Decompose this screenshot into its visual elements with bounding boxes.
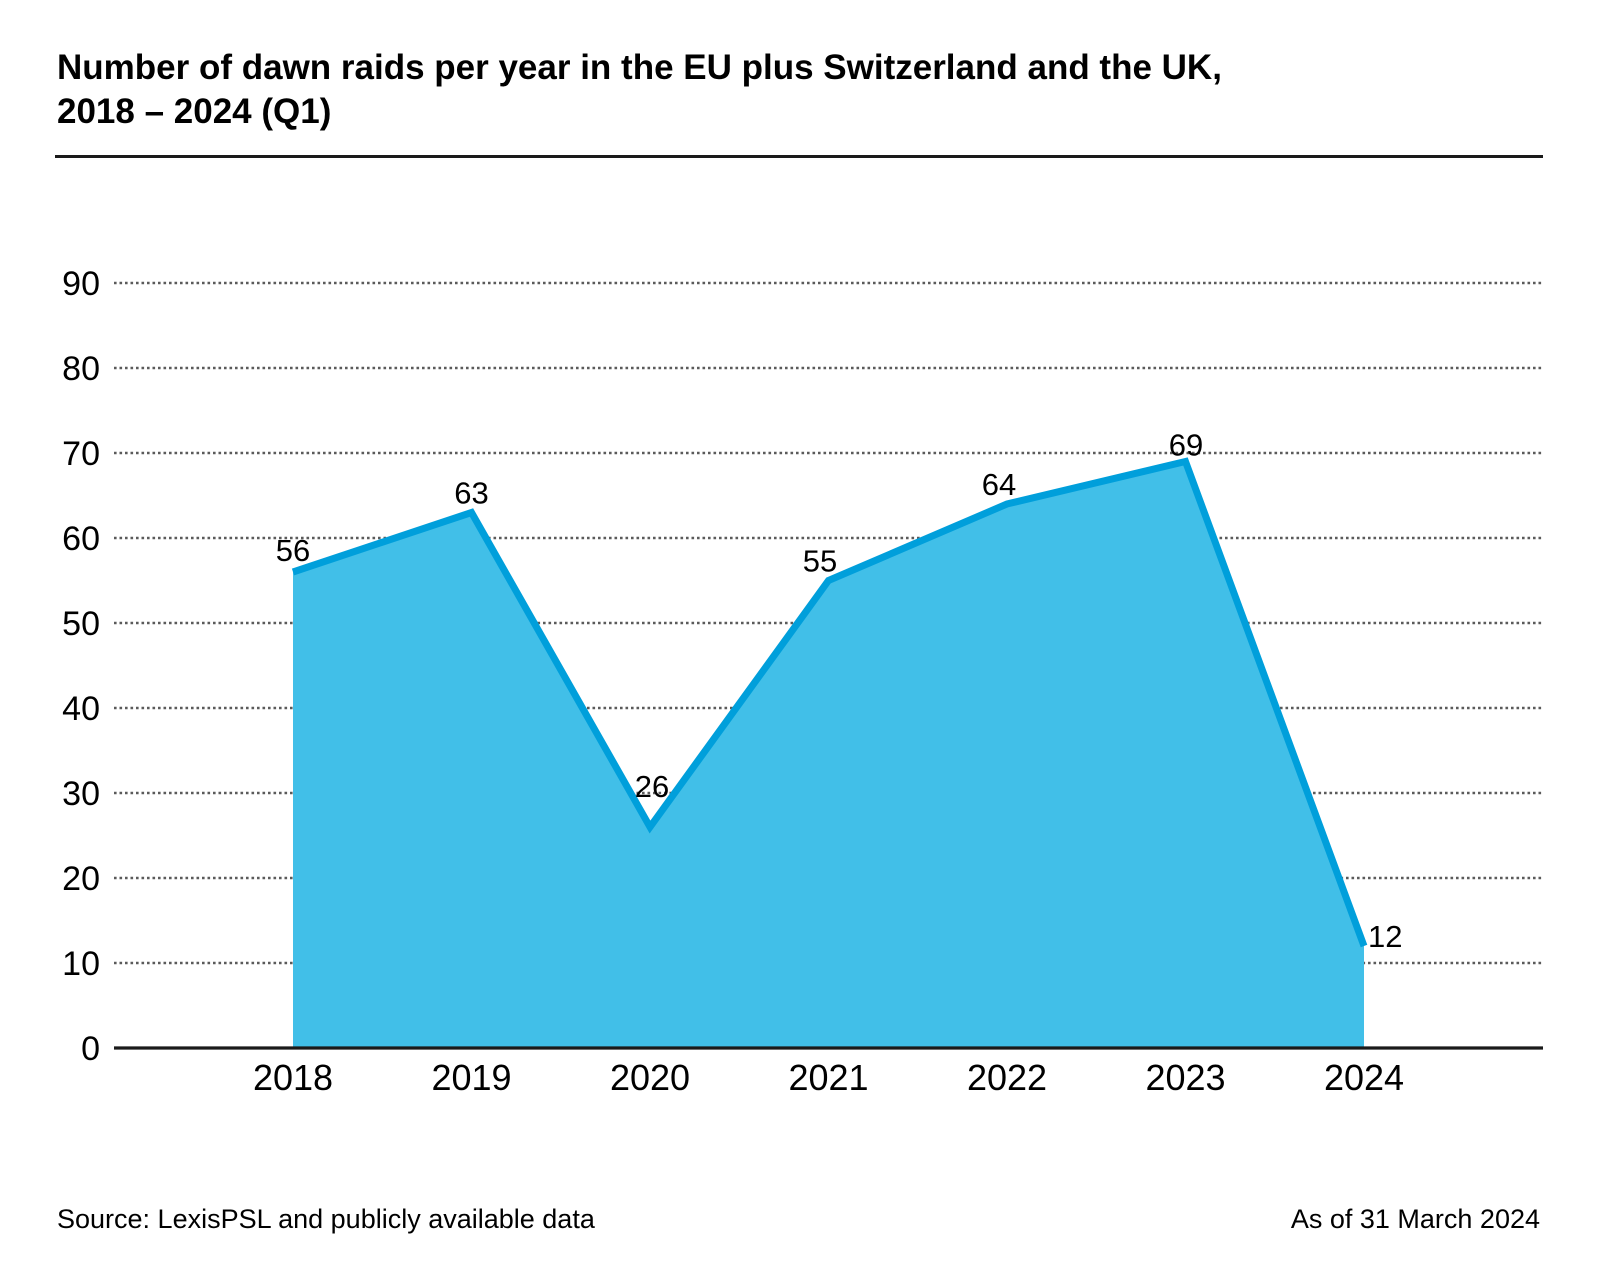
data-point-label: 55 — [803, 544, 837, 579]
data-point-label: 56 — [276, 533, 310, 568]
chart-title: Number of dawn raids per year in the EU … — [57, 46, 1517, 134]
trend-line — [291, 457, 1368, 948]
y-tick-label: 30 — [62, 775, 100, 813]
y-tick-label: 40 — [62, 690, 100, 728]
x-tick-label: 2024 — [1324, 1057, 1404, 1098]
area-fill — [293, 461, 1364, 1048]
data-point-label: 64 — [982, 467, 1016, 502]
data-point-label: 63 — [454, 476, 488, 511]
y-tick-label: 50 — [62, 605, 100, 643]
x-tick-label: 2023 — [1145, 1057, 1225, 1098]
data-point-label: 26 — [635, 769, 669, 804]
y-tick-label: 60 — [62, 520, 100, 558]
x-tick-label: 2020 — [610, 1057, 690, 1098]
title-divider-rule — [55, 155, 1543, 158]
x-tick-label: 2021 — [788, 1057, 868, 1098]
y-tick-label: 80 — [62, 350, 100, 388]
y-tick-label: 90 — [62, 265, 100, 303]
data-point-label: 69 — [1169, 428, 1203, 463]
x-tick-label: 2019 — [431, 1057, 511, 1098]
y-tick-label: 20 — [62, 860, 100, 898]
y-tick-label: 10 — [62, 945, 100, 983]
data-point-label: 12 — [1368, 919, 1402, 954]
chart-title-line1: Number of dawn raids per year in the EU … — [57, 48, 1222, 87]
as-of-date: As of 31 March 2024 — [1290, 1204, 1540, 1234]
y-tick-label: 0 — [81, 1030, 100, 1068]
source-note: Source: LexisPSL and publicly available … — [57, 1204, 595, 1234]
y-tick-label: 70 — [62, 435, 100, 473]
x-tick-label: 2018 — [253, 1057, 333, 1098]
x-tick-label: 2022 — [967, 1057, 1047, 1098]
chart-title-line2: 2018 – 2024 (Q1) — [57, 92, 332, 131]
